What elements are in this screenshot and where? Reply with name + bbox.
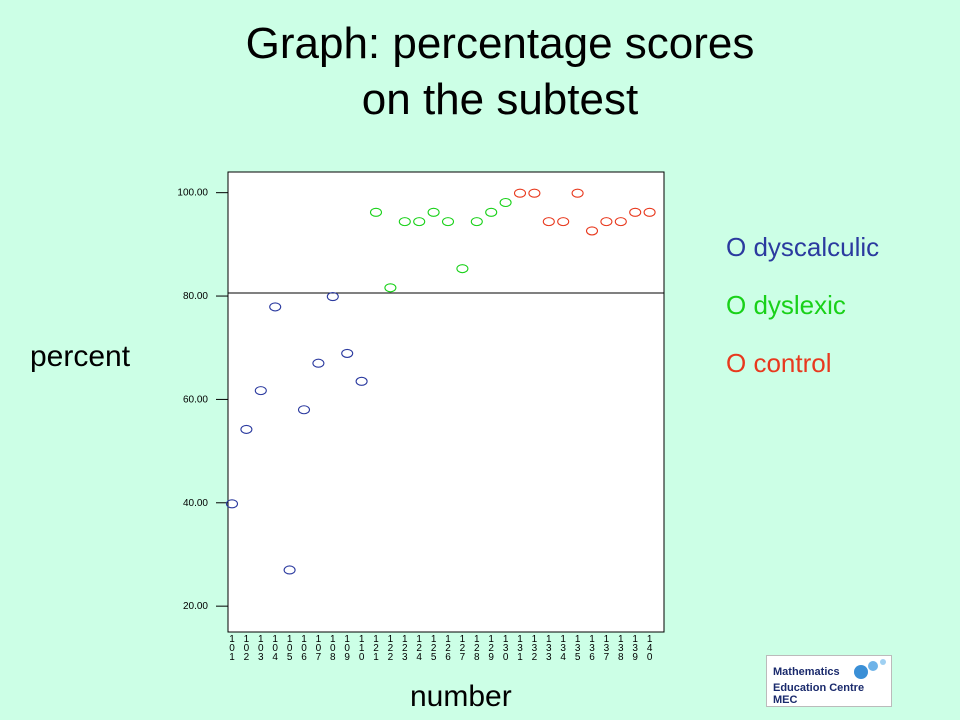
- data-point-control: [600, 217, 613, 227]
- data-point-control: [513, 188, 527, 198]
- legend: O dyscalculic O dyslexic O control: [726, 218, 879, 392]
- y-axis: 20.00 40.00 60.00 80.00 100.00: [177, 188, 228, 612]
- data-point-dyslexic: [369, 207, 383, 217]
- y-tick-label: 100.00: [177, 188, 208, 199]
- data-point-control: [542, 217, 555, 227]
- y-tick-label: 20.00: [183, 601, 208, 612]
- y-tick-label: 40.00: [183, 498, 208, 509]
- data-point-dyscalculic: [326, 292, 339, 302]
- logo-line-1: Mathematics: [773, 666, 840, 678]
- data-point-dyslexic: [499, 197, 512, 208]
- data-points: [225, 188, 656, 575]
- y-axis-label: percent: [30, 340, 131, 373]
- plot-area: [227, 171, 665, 633]
- legend-item-dyslexic: O dyslexic: [726, 290, 846, 320]
- data-point-dyslexic: [384, 283, 397, 293]
- data-point-control: [629, 207, 642, 217]
- x-axis-label: number: [410, 680, 512, 713]
- bubbles-icon: [854, 659, 886, 679]
- data-point-control: [557, 217, 570, 227]
- mec-logo: Mathematics Education Centre MEC: [766, 655, 892, 707]
- data-point-dyscalculic: [312, 358, 325, 368]
- logo-line-2: Education Centre MEC: [773, 682, 865, 706]
- data-point-control: [643, 207, 656, 217]
- data-point-dyscalculic: [283, 565, 296, 575]
- data-point-dyscalculic: [225, 499, 239, 509]
- title-line-1: Graph: percentage scores: [245, 19, 755, 68]
- data-point-dyslexic: [427, 207, 440, 217]
- data-point-dyslexic: [413, 217, 426, 227]
- data-point-dyslexic: [470, 217, 483, 227]
- data-point-dyscalculic: [355, 376, 368, 386]
- data-point-dyscalculic: [341, 348, 354, 358]
- title-line-2: on the subtest: [361, 75, 639, 124]
- data-point-dyscalculic: [254, 386, 267, 396]
- legend-item-dyscalculic: O dyscalculic: [726, 232, 880, 262]
- data-point-control: [585, 226, 599, 236]
- data-point-dyscalculic: [269, 302, 282, 312]
- data-point-control: [528, 188, 541, 198]
- legend-item-control: O control: [726, 348, 832, 378]
- data-point-dyslexic: [398, 217, 411, 227]
- data-point-dyscalculic: [297, 405, 311, 415]
- data-point-dyslexic: [441, 217, 455, 227]
- data-point-dyscalculic: [240, 424, 253, 434]
- y-tick-label: 60.00: [183, 394, 208, 405]
- chart-title: Graph: percentage scores on the subtest: [0, 16, 960, 128]
- data-point-control: [614, 217, 627, 227]
- data-point-dyslexic: [485, 207, 498, 217]
- data-point-dyslexic: [456, 264, 469, 274]
- data-point-control: [571, 188, 584, 198]
- x-axis-tick-labels: 1 0 1 1 0 2 1 0 3 1 0 4 1 0 5 1 0 6 1 0 7 1 0 8 1 0 9 1 1 0 1 2 1 1 2 2 1 2 3 1…: [229, 634, 653, 663]
- y-tick-label: 80.00: [183, 291, 208, 302]
